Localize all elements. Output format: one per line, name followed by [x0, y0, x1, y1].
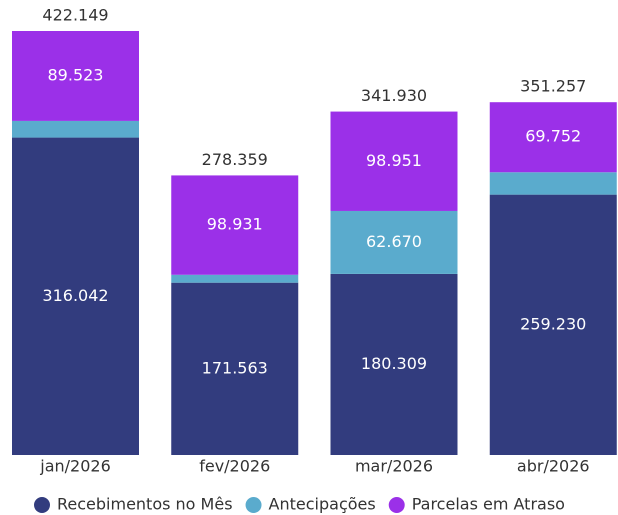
bar-segment: [171, 274, 299, 283]
data-label: 171.563: [202, 358, 268, 377]
legend-marker: [245, 497, 262, 513]
data-label: 62.670: [366, 232, 422, 251]
total-label: 278.359: [202, 150, 268, 169]
bar-segment: [171, 282, 299, 455]
bar-segment: [489, 102, 617, 173]
x-tick-label: mar/2026: [355, 457, 433, 476]
bar-segment: [489, 172, 617, 195]
data-label: 259.230: [520, 314, 586, 333]
legend-label: Recebimentos no Mês: [57, 495, 233, 514]
legend-marker: [388, 497, 405, 513]
data-label: 180.309: [361, 354, 427, 373]
bar-segment: [330, 111, 458, 211]
legend-label: Antecipações: [269, 495, 376, 514]
data-label: 98.931: [207, 215, 263, 234]
bar-segment: [171, 175, 299, 275]
total-label: 422.149: [42, 6, 108, 25]
legend-marker: [34, 497, 50, 513]
total-label: 341.930: [361, 86, 427, 105]
bar-segment: [12, 137, 139, 455]
bar-segment: [12, 120, 139, 138]
total-label: 351.257: [520, 77, 586, 96]
bar-segment: [489, 194, 617, 455]
x-tick-label: jan/2026: [39, 457, 111, 476]
legend-label: Parcelas em Atraso: [412, 495, 565, 514]
data-label: 316.042: [42, 286, 108, 305]
x-tick-label: fev/2026: [199, 457, 270, 476]
data-label: 98.951: [366, 151, 422, 170]
data-label: 69.752: [525, 127, 581, 146]
bar-segment: [330, 273, 458, 455]
x-tick-label: abr/2026: [517, 457, 590, 476]
data-label: 89.523: [48, 65, 104, 84]
bar-segment: [12, 31, 139, 121]
bar-segment: [330, 210, 458, 274]
